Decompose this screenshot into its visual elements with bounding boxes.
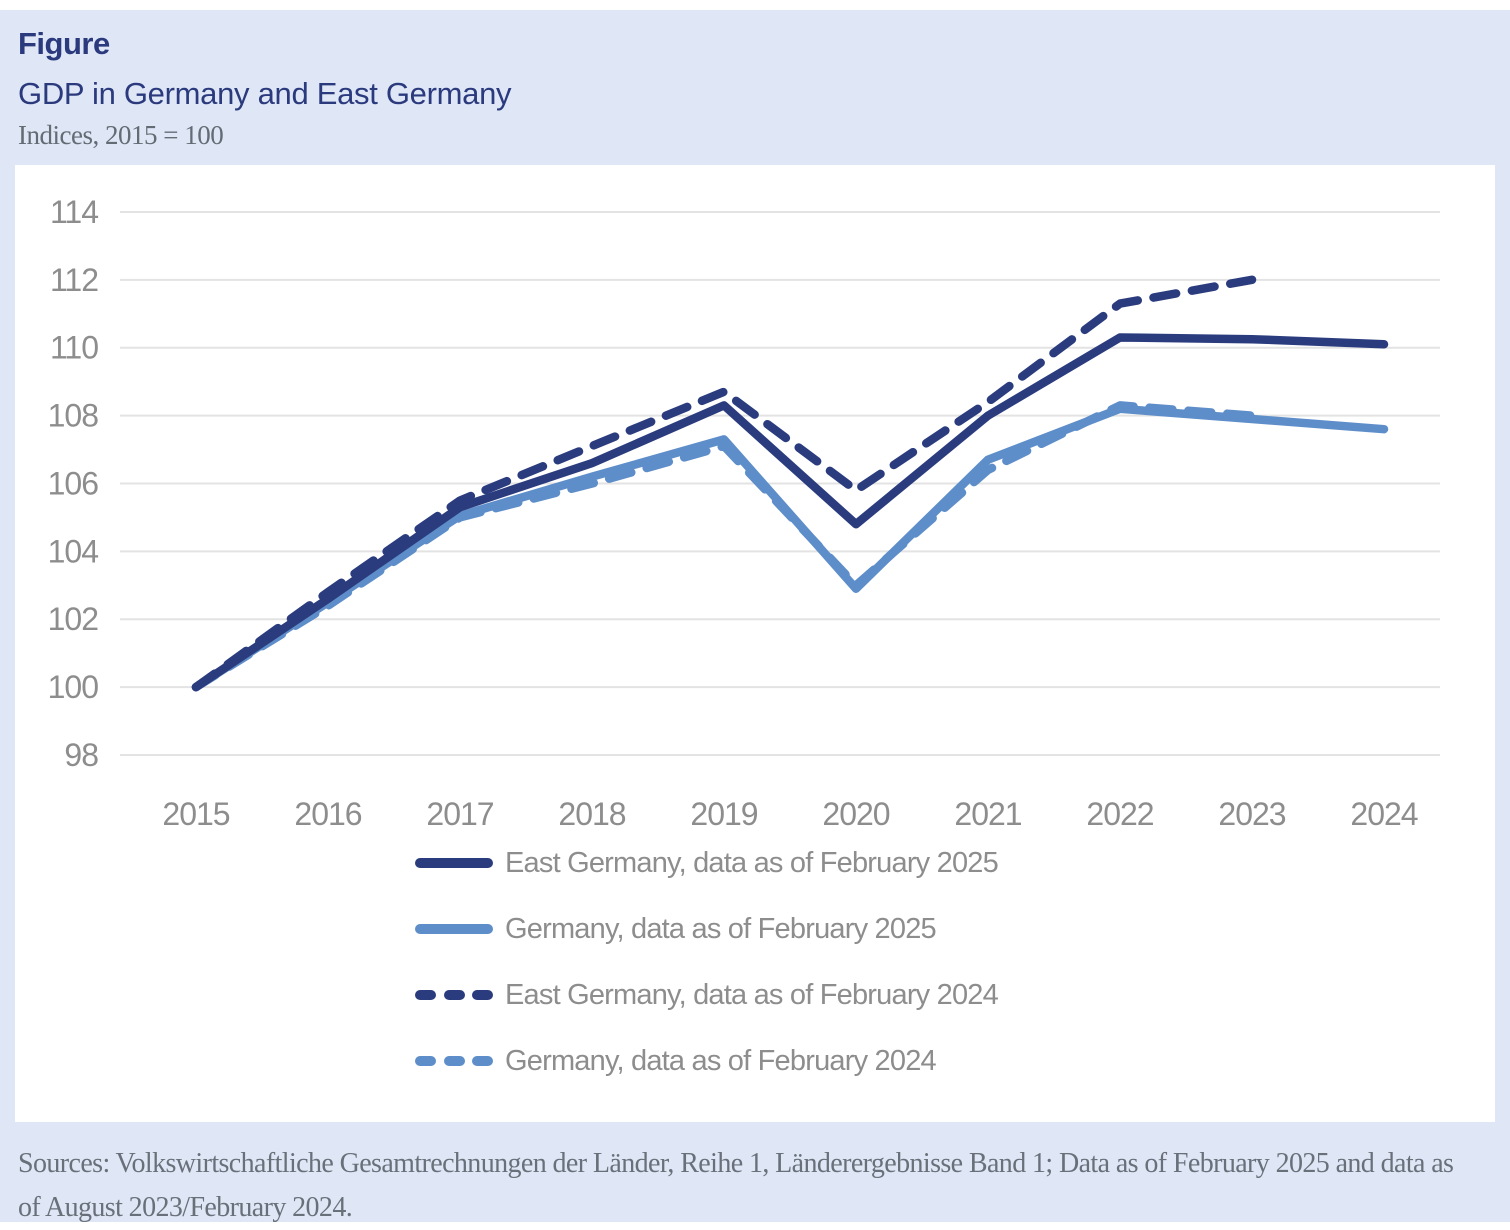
legend-swatch-germany-2024	[415, 1056, 493, 1066]
legend-swatch-east-germany-2024	[415, 990, 493, 1000]
y-tick-label: 112	[50, 262, 98, 298]
y-tick-label: 110	[50, 330, 98, 366]
legend-label-east-germany-2025: East Germany, data as of February 2025	[505, 846, 999, 879]
x-tick-label: 2023	[1218, 796, 1285, 832]
x-tick-label: 2018	[558, 796, 625, 832]
x-tick-label: 2015	[162, 796, 229, 832]
sources-text: Sources: Volkswirtschaftliche Gesamtrech…	[18, 1148, 1454, 1223]
x-tick-label: 2021	[954, 796, 1021, 832]
chart-title: GDP in Germany and East Germany	[18, 76, 512, 111]
series-line-germany-feb-2025	[191, 404, 1389, 692]
y-tick-label: 100	[48, 669, 99, 705]
y-tick-label: 114	[50, 194, 98, 230]
x-tick-label: 2020	[822, 796, 889, 832]
legend-label-germany-2025: Germany, data as of February 2025	[505, 912, 937, 945]
y-tick-label: 104	[48, 533, 99, 569]
figure-label: Figure	[18, 26, 110, 61]
figure-card: Figure GDP in Germany and East Germany I…	[0, 10, 1510, 1223]
chart-legend: East Germany, data as of February 2025 G…	[415, 843, 999, 1081]
legend-item-germany-2024: Germany, data as of February 2024	[415, 1041, 998, 1081]
legend-swatch-germany-2025	[415, 924, 493, 934]
sources-footer: Sources: Volkswirtschaftliche Gesamtrech…	[0, 1132, 1510, 1223]
x-tick-label: 2017	[426, 796, 493, 832]
legend-item-germany-2025: Germany, data as of February 2025	[415, 909, 998, 949]
series-line-germany-feb-2024	[191, 401, 1257, 692]
gdp-line-chart: 98 100 102 104 106 108 110 112 114 2015 2016 2017 20…	[48, 194, 1440, 832]
y-tick-label: 108	[48, 398, 99, 434]
x-tick-label: 2022	[1086, 796, 1153, 832]
unit-note: Indices, 2015 = 100	[18, 120, 224, 150]
series-line-east-germany-feb-2024	[191, 275, 1257, 692]
legend-item-east-germany-2024: East Germany, data as of February 2024	[415, 975, 999, 1015]
x-tick-label: 2019	[690, 796, 757, 832]
series-line-east-germany-feb-2025	[191, 333, 1389, 692]
legend-label-germany-2024: Germany, data as of February 2024	[505, 1044, 937, 1077]
chart-panel: 98 100 102 104 106 108 110 112 114 2015 2016 2017 20…	[15, 165, 1495, 1122]
y-tick-label: 106	[48, 465, 99, 501]
figure-header: Figure GDP in Germany and East Germany I…	[0, 10, 1510, 151]
y-tick-label: 98	[64, 737, 98, 773]
legend-item-east-germany-2025: East Germany, data as of February 2025	[415, 843, 999, 883]
x-tick-label: 2024	[1350, 796, 1417, 832]
y-tick-label: 102	[48, 601, 99, 637]
x-tick-label: 2016	[294, 796, 361, 832]
legend-swatch-east-germany-2025	[415, 858, 493, 868]
legend-label-east-germany-2024: East Germany, data as of February 2024	[505, 978, 999, 1011]
